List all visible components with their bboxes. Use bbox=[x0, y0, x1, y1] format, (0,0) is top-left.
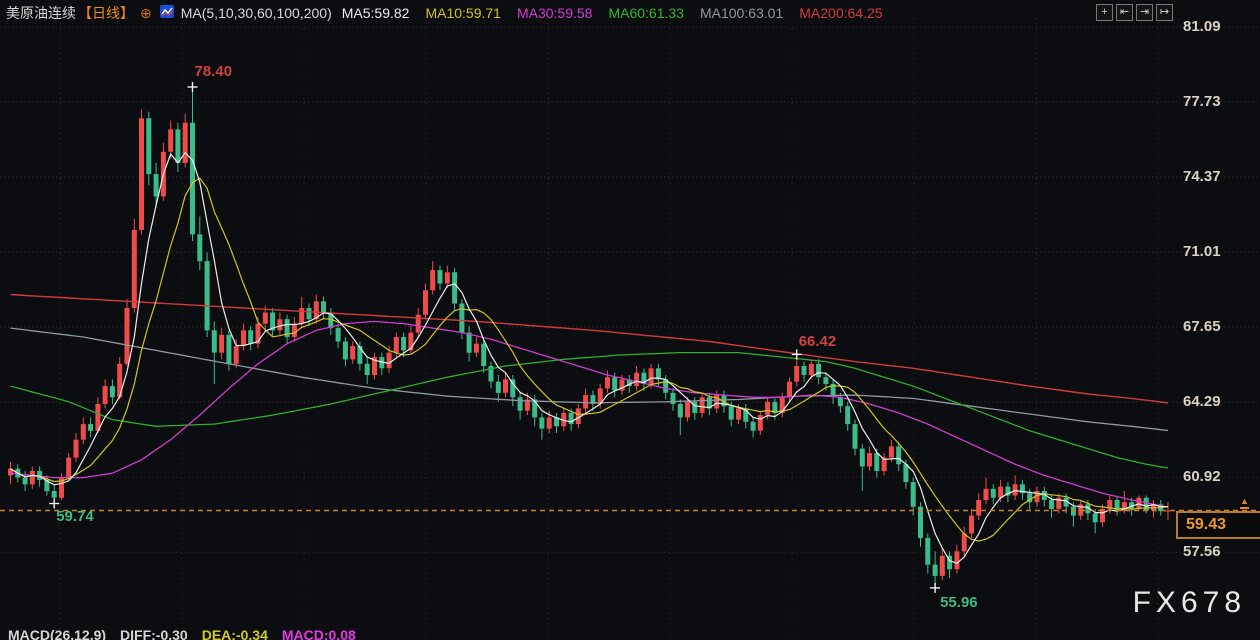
axis-price-label: 71.01 bbox=[1183, 242, 1221, 260]
ma-legend-value: MA30:59.58 bbox=[516, 5, 593, 21]
period-label[interactable]: 【日线】 bbox=[78, 5, 134, 21]
axis-price-label: 77.73 bbox=[1183, 92, 1221, 110]
ma-legend-value: MA5:59.82 bbox=[341, 5, 410, 21]
chart-header: 美原油连续 【日线】 ⊕ MA(5,10,30,60,100,200) MA5:… bbox=[6, 3, 899, 23]
last-price-tag: 59.43 bbox=[1176, 511, 1260, 539]
extreme-price-annotation: 55.96 bbox=[940, 593, 978, 611]
macd-value: DEA:-0.34 bbox=[201, 627, 268, 640]
axis-price-label: 60.92 bbox=[1183, 468, 1221, 486]
axis-price-label: 81.09 bbox=[1183, 18, 1221, 35]
ma-settings-label: MA(5,10,30,60,100,200) bbox=[180, 5, 332, 21]
extreme-price-annotation: 66.42 bbox=[798, 333, 837, 351]
goto-latest-button[interactable]: ↦ bbox=[1156, 4, 1173, 21]
axis-price-label: 64.29 bbox=[1183, 392, 1221, 410]
extreme-price-annotation: 78.40 bbox=[194, 63, 233, 80]
ma-legend: MA5:59.82 MA10:59.71 MA30:59.58 MA60:61.33 M… bbox=[342, 5, 899, 21]
chart-toolbar: + ⇤ ⇥ ↦ bbox=[1096, 4, 1173, 21]
ma-legend-value: MA200:64.25 bbox=[799, 5, 883, 21]
macd-indicator-row: MACD(26,12,9) DIFF:-0.30 DEA:-0.34 MACD:0.0… bbox=[8, 627, 370, 640]
fx678-watermark: FX678 bbox=[1132, 586, 1246, 619]
ma-legend-value: MA60:61.33 bbox=[608, 5, 684, 21]
axis-price-label: 74.37 bbox=[1183, 167, 1221, 185]
pan-tool-button[interactable]: + bbox=[1096, 4, 1113, 21]
scroll-forward-button[interactable]: ⇥ bbox=[1136, 4, 1153, 21]
axis-price-label: 57.56 bbox=[1183, 543, 1221, 561]
scroll-start-button[interactable]: ⇤ bbox=[1116, 4, 1133, 21]
ma-legend-value: MA100:63.01 bbox=[699, 5, 784, 21]
extreme-price-annotation: 59.74 bbox=[56, 507, 94, 525]
ma-legend-value: MA10:59.71 bbox=[425, 5, 501, 21]
circle-plus-icon[interactable]: ⊕ bbox=[140, 5, 152, 21]
price-tag-arrow-icon[interactable]: ▲ bbox=[1240, 497, 1249, 509]
symbol-name: 美原油连续 bbox=[6, 5, 76, 21]
macd-value: MACD:0.08 bbox=[281, 627, 356, 640]
axis-price-label: 67.65 bbox=[1183, 317, 1221, 335]
macd-value: MACD(26,12,9) bbox=[8, 627, 107, 640]
indicator-icon[interactable] bbox=[159, 4, 175, 22]
macd-value: DIFF:-0.30 bbox=[120, 627, 188, 640]
